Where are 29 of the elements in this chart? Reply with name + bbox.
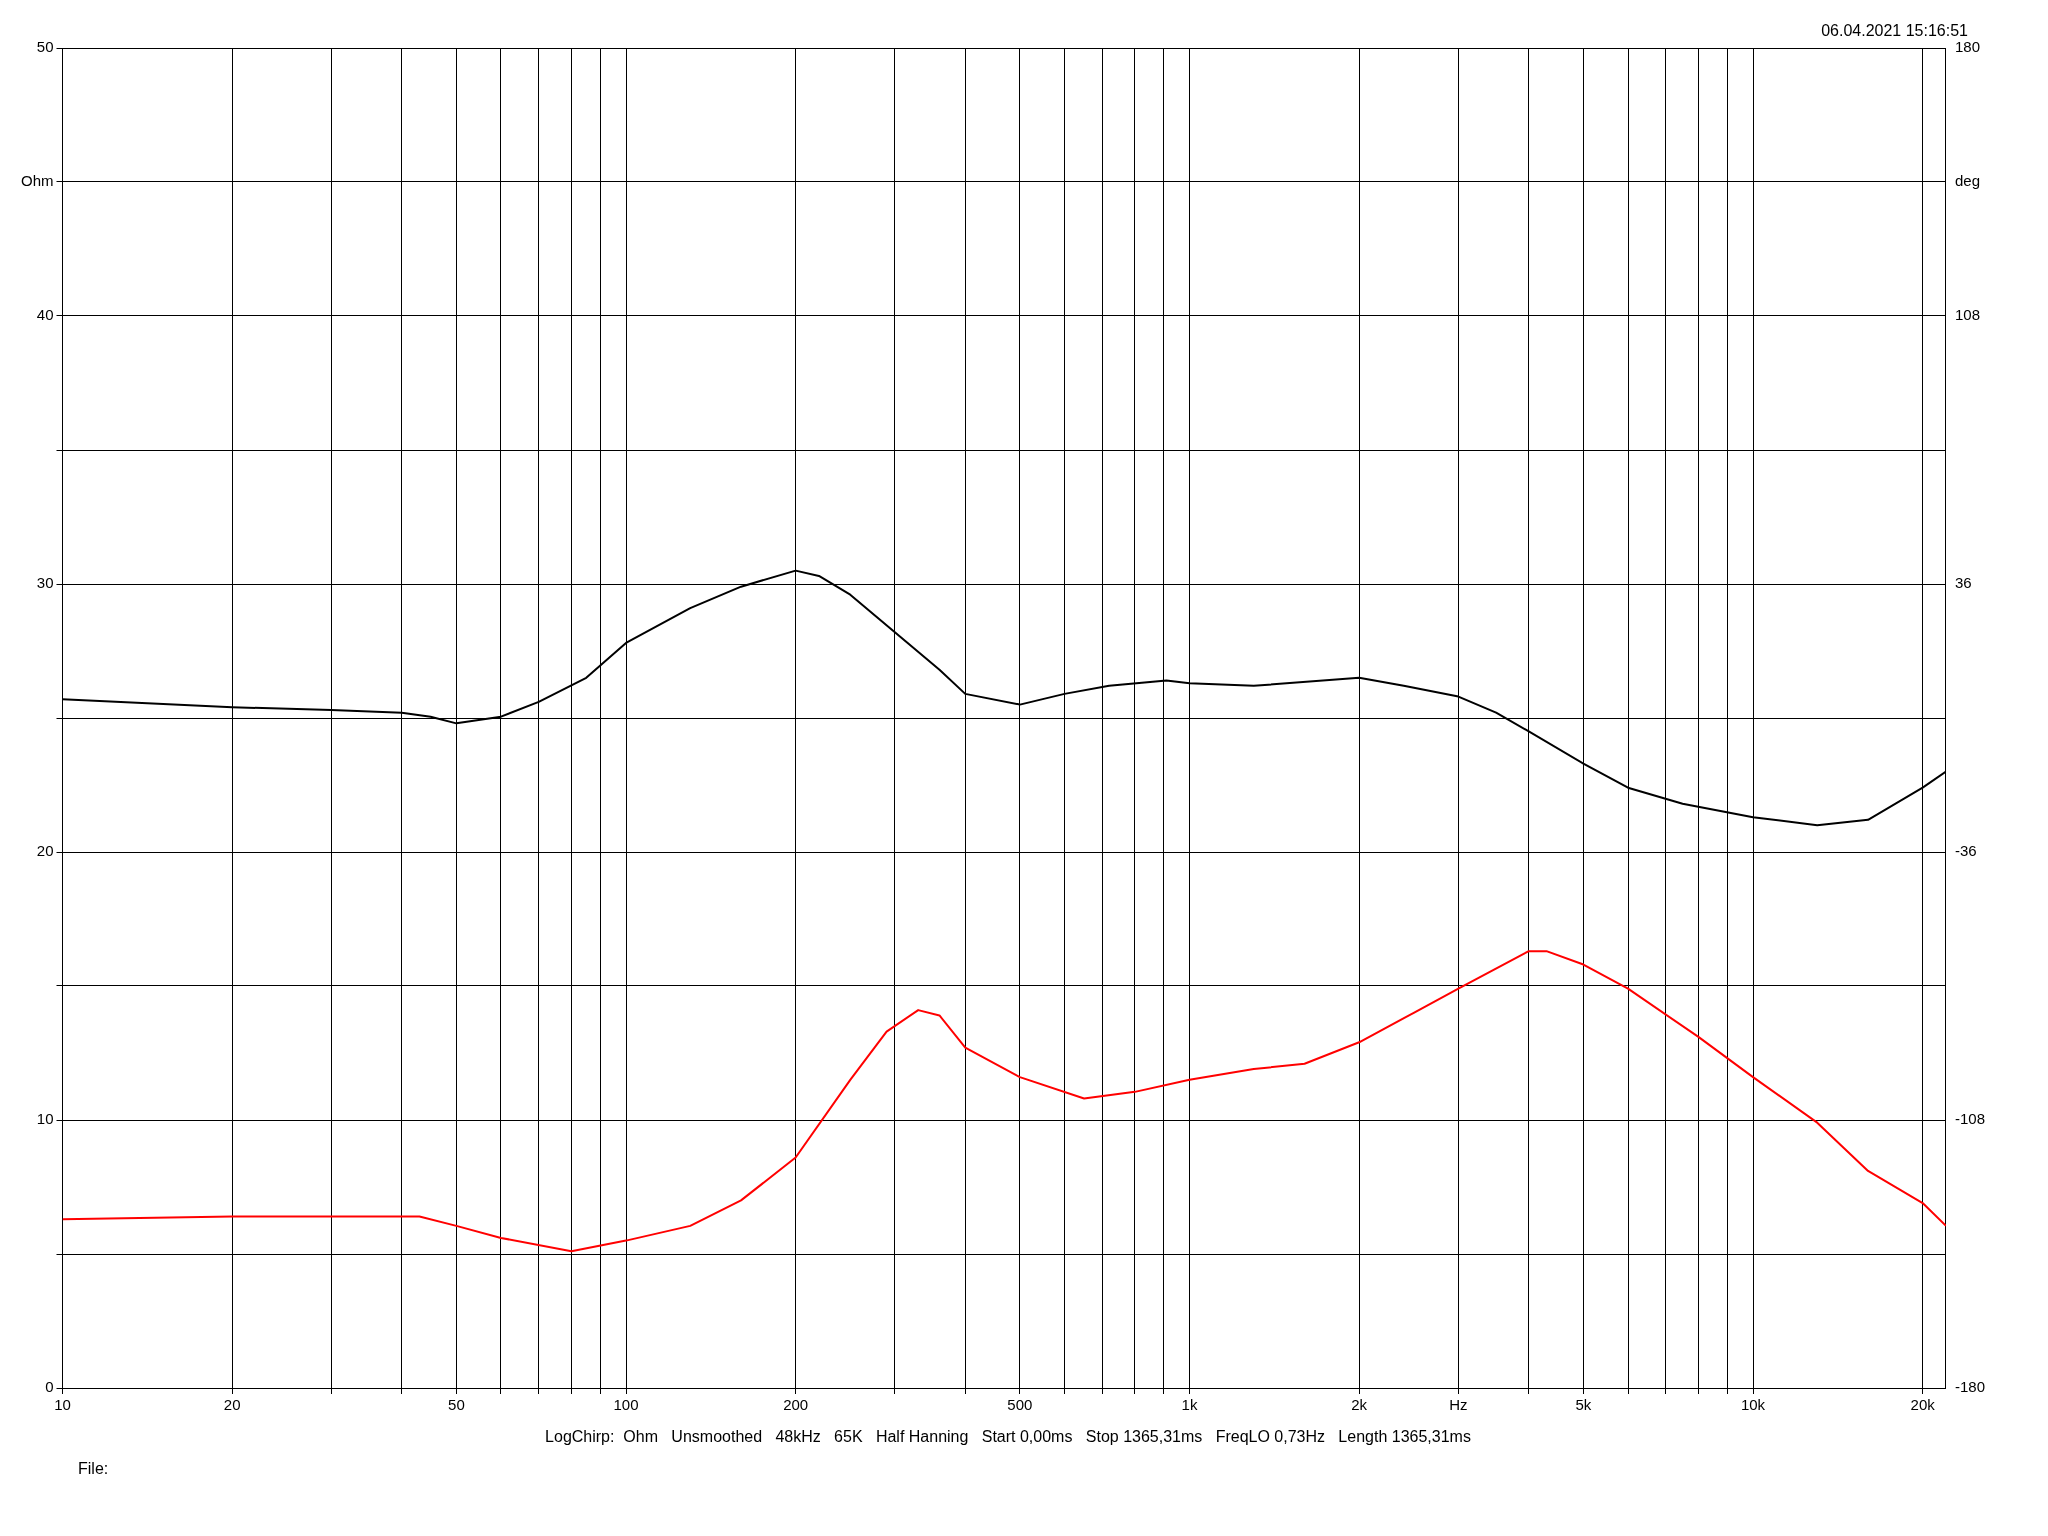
x-tick-label: 10k [1740, 1396, 1766, 1414]
x-tick-label: 100 [613, 1396, 639, 1414]
y2-tick-label: -36 [1954, 842, 1977, 860]
y-tick-label: 40 [36, 306, 54, 324]
y-tick-label: 0 [45, 1378, 54, 1396]
text: File: [78, 1460, 110, 1478]
x-tick-label: 200 [783, 1396, 809, 1414]
text: 06.04.2021 15:16:51 [1821, 22, 1968, 40]
x-tick-label: 5k [1575, 1396, 1592, 1414]
y2-tick-label: -108 [1954, 1110, 1986, 1128]
y-tick-label: 20 [36, 842, 54, 860]
y2-tick-label: 108 [1954, 306, 1981, 324]
y2-tick-label: deg [1954, 172, 1981, 190]
y2-tick-label: 180 [1954, 38, 1981, 56]
x-tick-label: 2k [1351, 1396, 1368, 1414]
y2-tick-label: -180 [1954, 1378, 1986, 1396]
y-tick-label: 30 [36, 574, 54, 592]
x-tick-label: Hz [1449, 1396, 1468, 1414]
x-tick-label: 1k [1181, 1396, 1198, 1414]
x-tick-label: 50 [448, 1396, 465, 1414]
y2-tick-label: 36 [1954, 574, 1972, 592]
text: LogChirp: Ohm Unsmoothed 48kHz 65K Half Hanning Start 0,00ms Stop 1365,31ms FreqLO 0,73Hz Length 1365,31ms [544, 1428, 1472, 1446]
y-tick-label: 10 [36, 1110, 54, 1128]
y-tick-label: Ohm [20, 172, 54, 190]
x-tick-label: 20k [1910, 1396, 1936, 1414]
x-tick-label: 10 [54, 1396, 71, 1414]
x-tick-label: 20 [223, 1396, 241, 1414]
x-tick-label: 500 [1007, 1396, 1033, 1414]
y-tick-label: 50 [36, 38, 54, 56]
